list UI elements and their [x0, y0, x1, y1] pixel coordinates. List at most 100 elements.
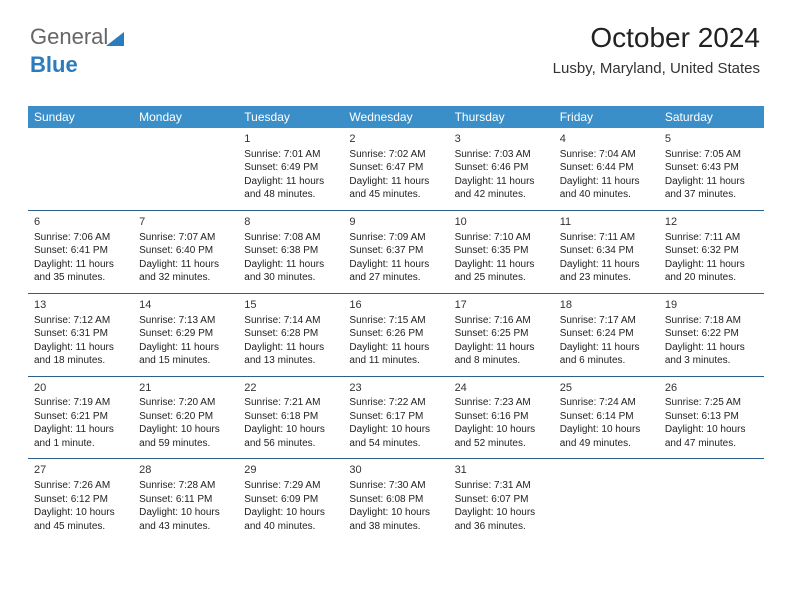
sunrise-text: Sunrise: 7:26 AM: [34, 479, 127, 493]
calendar-cell: [133, 128, 238, 210]
sunset-text: Sunset: 6:22 PM: [665, 327, 758, 341]
daylight-text: Daylight: 10 hours: [349, 506, 442, 520]
calendar-cell: 26Sunrise: 7:25 AMSunset: 6:13 PMDayligh…: [659, 376, 764, 459]
daylight-text: Daylight: 11 hours: [665, 258, 758, 272]
sunset-text: Sunset: 6:49 PM: [244, 161, 337, 175]
location: Lusby, Maryland, United States: [553, 60, 760, 77]
day-number: 20: [34, 381, 127, 396]
sunrise-text: Sunrise: 7:12 AM: [34, 314, 127, 328]
sunrise-text: Sunrise: 7:14 AM: [244, 314, 337, 328]
dayname: Friday: [554, 106, 659, 128]
sunset-text: Sunset: 6:28 PM: [244, 327, 337, 341]
daylight-text: Daylight: 11 hours: [244, 258, 337, 272]
sunset-text: Sunset: 6:35 PM: [455, 244, 548, 258]
daylight-text: Daylight: 11 hours: [349, 341, 442, 355]
day-number: 5: [665, 132, 758, 147]
dayname: Saturday: [659, 106, 764, 128]
day-number: 16: [349, 298, 442, 313]
day-number: 6: [34, 215, 127, 230]
calendar-row: 20Sunrise: 7:19 AMSunset: 6:21 PMDayligh…: [28, 376, 764, 459]
sunset-text: Sunset: 6:31 PM: [34, 327, 127, 341]
calendar-row: 1Sunrise: 7:01 AMSunset: 6:49 PMDaylight…: [28, 128, 764, 210]
dayname: Wednesday: [343, 106, 448, 128]
calendar-cell: 13Sunrise: 7:12 AMSunset: 6:31 PMDayligh…: [28, 293, 133, 376]
sunset-text: Sunset: 6:11 PM: [139, 493, 232, 507]
sunset-text: Sunset: 6:32 PM: [665, 244, 758, 258]
sunset-text: Sunset: 6:46 PM: [455, 161, 548, 175]
sunset-text: Sunset: 6:47 PM: [349, 161, 442, 175]
header-right: October 2024 Lusby, Maryland, United Sta…: [553, 22, 760, 77]
sunrise-text: Sunrise: 7:06 AM: [34, 231, 127, 245]
day-number: 24: [455, 381, 548, 396]
sunrise-text: Sunrise: 7:21 AM: [244, 396, 337, 410]
sunrise-text: Sunrise: 7:15 AM: [349, 314, 442, 328]
sunrise-text: Sunrise: 7:11 AM: [665, 231, 758, 245]
day-number: 8: [244, 215, 337, 230]
sunset-text: Sunset: 6:12 PM: [34, 493, 127, 507]
daylight-text: Daylight: 10 hours: [244, 423, 337, 437]
calendar-cell: 28Sunrise: 7:28 AMSunset: 6:11 PMDayligh…: [133, 459, 238, 541]
sunrise-text: Sunrise: 7:24 AM: [560, 396, 653, 410]
calendar-cell: 12Sunrise: 7:11 AMSunset: 6:32 PMDayligh…: [659, 210, 764, 293]
daylight-text: and 23 minutes.: [560, 271, 653, 285]
sunrise-text: Sunrise: 7:02 AM: [349, 148, 442, 162]
sunset-text: Sunset: 6:43 PM: [665, 161, 758, 175]
day-number: 10: [455, 215, 548, 230]
sunset-text: Sunset: 6:17 PM: [349, 410, 442, 424]
sunrise-text: Sunrise: 7:29 AM: [244, 479, 337, 493]
sunset-text: Sunset: 6:26 PM: [349, 327, 442, 341]
daylight-text: and 32 minutes.: [139, 271, 232, 285]
sunset-text: Sunset: 6:09 PM: [244, 493, 337, 507]
daylight-text: Daylight: 10 hours: [349, 423, 442, 437]
calendar-cell: 20Sunrise: 7:19 AMSunset: 6:21 PMDayligh…: [28, 376, 133, 459]
calendar-row: 6Sunrise: 7:06 AMSunset: 6:41 PM Daylight…: [28, 210, 764, 293]
calendar-cell: 15Sunrise: 7:14 AMSunset: 6:28 PMDayligh…: [238, 293, 343, 376]
day-number: 1: [244, 132, 337, 147]
calendar-cell: 6Sunrise: 7:06 AMSunset: 6:41 PMDaylight…: [28, 210, 133, 293]
sunrise-text: Sunrise: 7:23 AM: [455, 396, 548, 410]
sunset-text: Sunset: 6:41 PM: [34, 244, 127, 258]
daylight-text: Daylight: 10 hours: [139, 423, 232, 437]
daylight-text: Daylight: 10 hours: [139, 506, 232, 520]
daylight-text: Daylight: 11 hours: [244, 175, 337, 189]
day-number: 26: [665, 381, 758, 396]
sunset-text: Sunset: 6:20 PM: [139, 410, 232, 424]
sunset-text: Sunset: 6:07 PM: [455, 493, 548, 507]
sunset-text: Sunset: 6:29 PM: [139, 327, 232, 341]
day-number: 3: [455, 132, 548, 147]
sunrise-text: Sunrise: 7:31 AM: [455, 479, 548, 493]
sunset-text: Sunset: 6:08 PM: [349, 493, 442, 507]
sunset-text: Sunset: 6:21 PM: [34, 410, 127, 424]
logo: General Blue: [30, 24, 124, 78]
calendar-cell: 23Sunrise: 7:22 AMSunset: 6:17 PMDayligh…: [343, 376, 448, 459]
dayname-row: Sunday Monday Tuesday Wednesday Thursday…: [28, 106, 764, 128]
daylight-text: and 37 minutes.: [665, 188, 758, 202]
day-number: 21: [139, 381, 232, 396]
daylight-text: and 13 minutes.: [244, 354, 337, 368]
calendar-cell: [554, 459, 659, 541]
daylight-text: and 54 minutes.: [349, 437, 442, 451]
day-number: 7: [139, 215, 232, 230]
daylight-text: and 27 minutes.: [349, 271, 442, 285]
calendar-row: 27Sunrise: 7:26 AMSunset: 6:12 PMDayligh…: [28, 459, 764, 541]
sunrise-text: Sunrise: 7:09 AM: [349, 231, 442, 245]
calendar-cell: 4Sunrise: 7:04 AMSunset: 6:44 PMDaylight…: [554, 128, 659, 210]
calendar-cell: 17Sunrise: 7:16 AMSunset: 6:25 PMDayligh…: [449, 293, 554, 376]
daylight-text: and 42 minutes.: [455, 188, 548, 202]
daylight-text: and 49 minutes.: [560, 437, 653, 451]
calendar-cell: 30Sunrise: 7:30 AMSunset: 6:08 PMDayligh…: [343, 459, 448, 541]
daylight-text: Daylight: 11 hours: [560, 258, 653, 272]
calendar-cell: 27Sunrise: 7:26 AMSunset: 6:12 PMDayligh…: [28, 459, 133, 541]
daylight-text: and 38 minutes.: [349, 520, 442, 534]
calendar-cell: 7Sunrise: 7:07 AMSunset: 6:40 PMDaylight…: [133, 210, 238, 293]
daylight-text: and 8 minutes.: [455, 354, 548, 368]
sunrise-text: Sunrise: 7:19 AM: [34, 396, 127, 410]
daylight-text: and 15 minutes.: [139, 354, 232, 368]
daylight-text: Daylight: 11 hours: [34, 423, 127, 437]
daylight-text: Daylight: 10 hours: [455, 423, 548, 437]
daylight-text: and 56 minutes.: [244, 437, 337, 451]
daylight-text: Daylight: 11 hours: [455, 258, 548, 272]
sunset-text: Sunset: 6:13 PM: [665, 410, 758, 424]
daylight-text: and 52 minutes.: [455, 437, 548, 451]
calendar-cell: 16Sunrise: 7:15 AMSunset: 6:26 PMDayligh…: [343, 293, 448, 376]
